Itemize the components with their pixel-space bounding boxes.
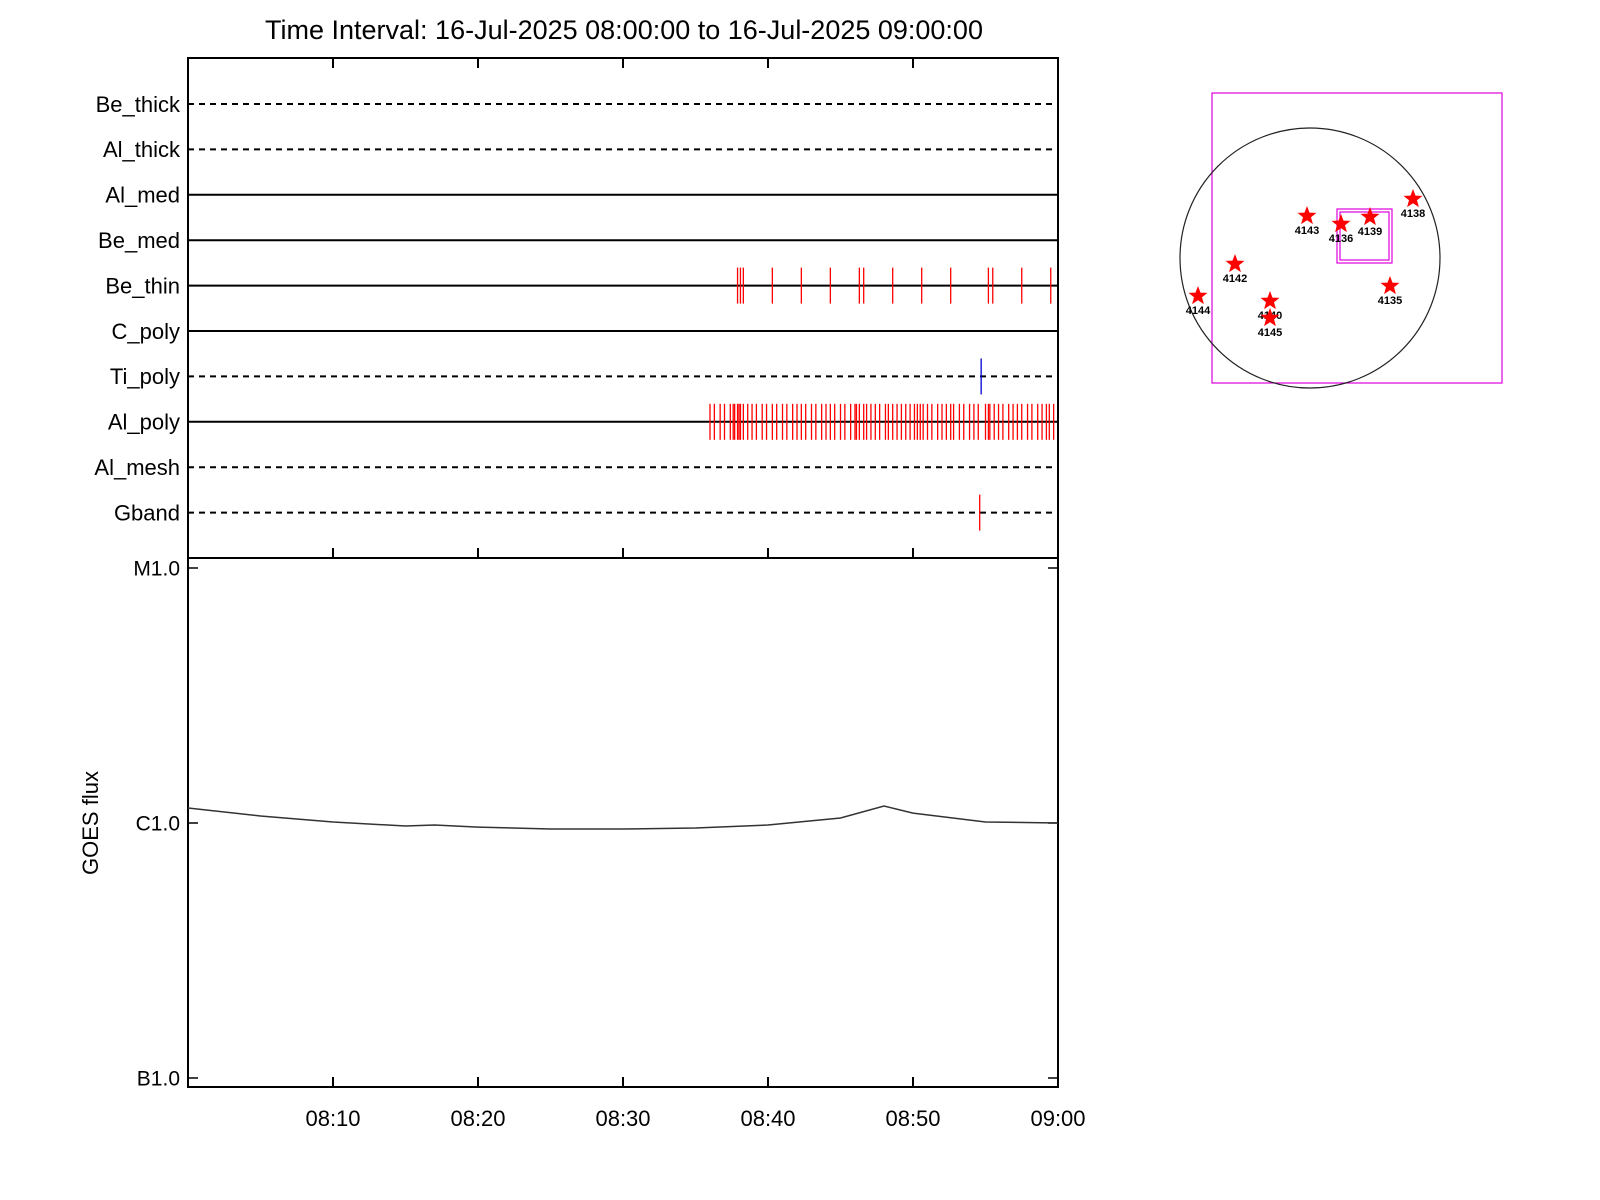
chart-title: Time Interval: 16-Jul-2025 08:00:00 to 1…: [265, 15, 983, 45]
active-region-label: 4136: [1329, 233, 1353, 245]
pointing-box: [1336, 208, 1393, 264]
active-region-label: 4144: [1186, 305, 1211, 317]
filter-label: Al_thick: [103, 137, 181, 162]
active-region-label: 4139: [1358, 226, 1382, 238]
active-region-star: [1260, 308, 1280, 327]
x-tick-label: 09:00: [1030, 1106, 1085, 1131]
active-region-label: 4135: [1378, 295, 1402, 307]
filter-label: Be_thick: [96, 92, 181, 117]
x-tick-label: 08:40: [740, 1106, 795, 1131]
active-region-label: 4142: [1223, 273, 1247, 285]
y-tick-label: C1.0: [136, 813, 180, 836]
pointing-box: [1339, 211, 1390, 261]
active-region-star: [1360, 207, 1380, 226]
y-axis-label: GOES flux: [78, 771, 103, 875]
filter-label: Al_poly: [108, 410, 180, 435]
sun-map: [1179, 92, 1503, 389]
active-region-star: [1403, 189, 1423, 208]
x-tick-label: 08:30: [595, 1106, 650, 1131]
active-region-star: [1225, 254, 1245, 273]
filter-label: Al_med: [105, 183, 180, 208]
filter-label: Al_mesh: [94, 455, 180, 480]
filter-label: Gband: [114, 500, 180, 525]
active-region-star: [1188, 286, 1208, 305]
active-region-star: [1297, 206, 1317, 225]
filter-label: Be_thin: [105, 273, 180, 298]
x-tick-label: 08:10: [305, 1106, 360, 1131]
fov-box: [1211, 92, 1503, 384]
goes-curve: [187, 805, 1059, 830]
filter-label: C_poly: [112, 319, 180, 344]
x-tick-label: 08:20: [450, 1106, 505, 1131]
y-tick-label: B1.0: [137, 1068, 180, 1091]
active-region-label: 4138: [1401, 208, 1425, 220]
filter-label: Ti_poly: [110, 364, 180, 389]
active-region-label: 4143: [1295, 225, 1319, 237]
active-region-star: [1260, 291, 1280, 310]
active-region-star: [1331, 214, 1351, 233]
active-region-label: 4145: [1258, 327, 1282, 339]
y-tick-label: M1.0: [133, 558, 180, 581]
solar-limb: [1179, 127, 1441, 389]
x-tick-label: 08:50: [885, 1106, 940, 1131]
filter-label: Be_med: [98, 228, 180, 253]
active-region-star: [1380, 276, 1400, 295]
